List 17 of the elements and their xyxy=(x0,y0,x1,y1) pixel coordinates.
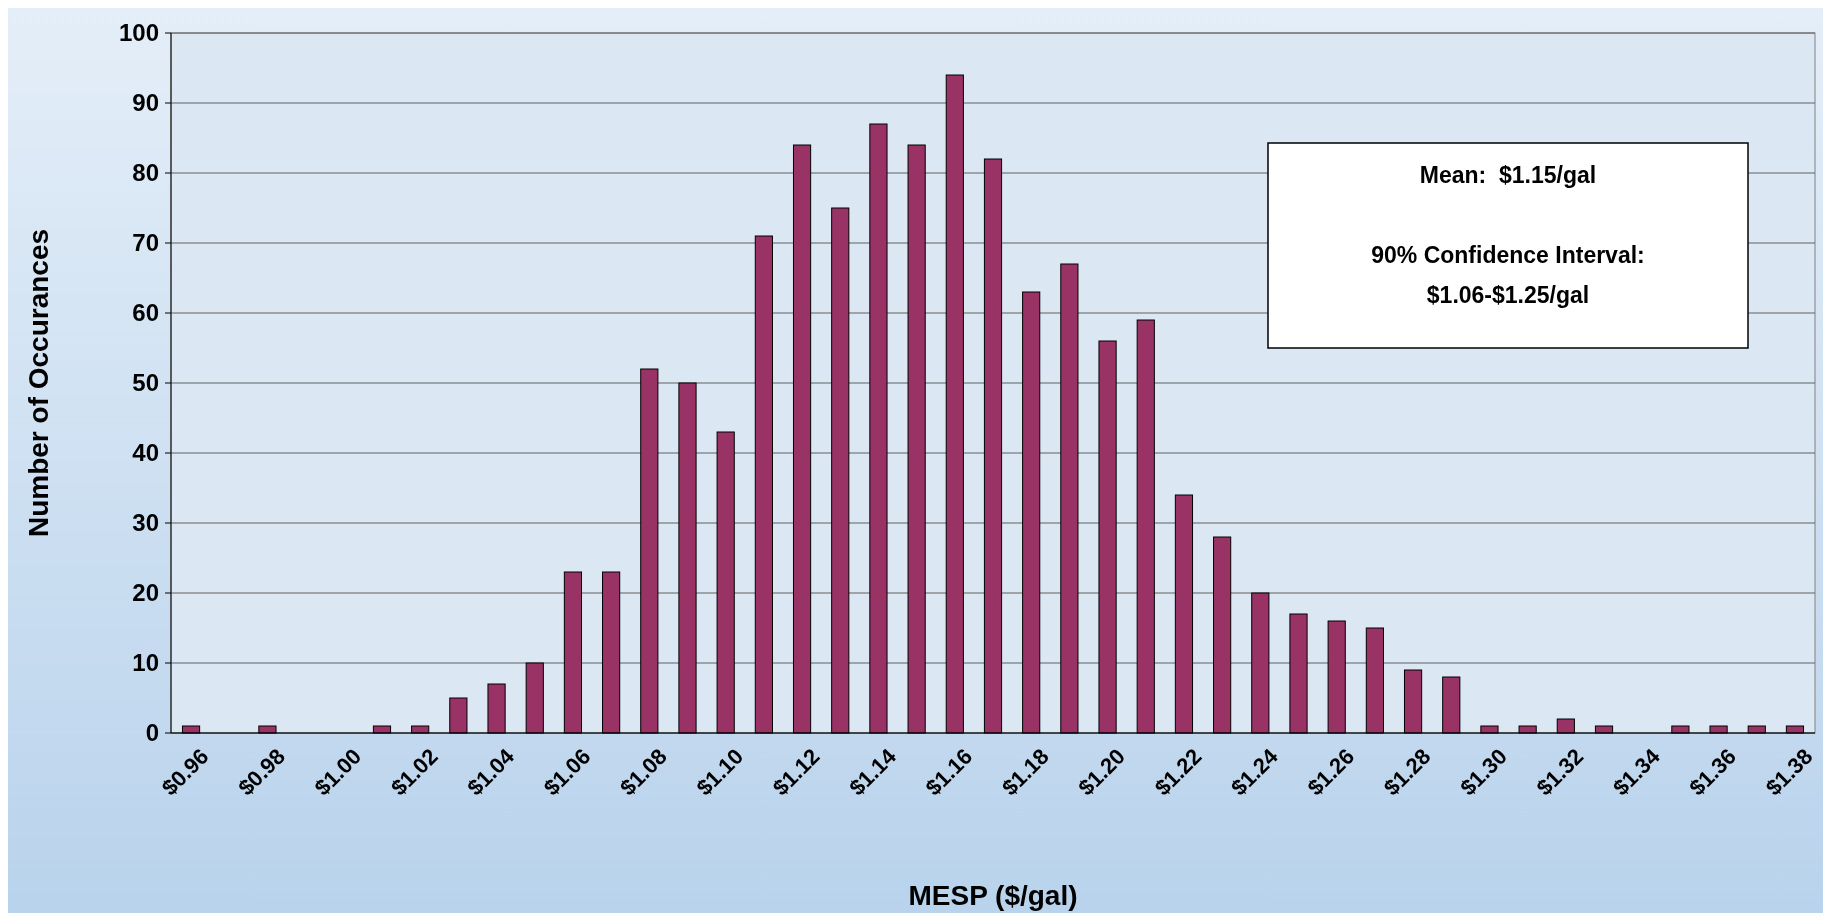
y-axis-title: Number of Occurances xyxy=(23,228,54,538)
y-tick-label: 80 xyxy=(132,159,159,187)
y-tick-label: 60 xyxy=(132,299,159,327)
y-tick-label: 0 xyxy=(145,719,159,747)
y-tick-label: 90 xyxy=(132,89,159,117)
annotation: Mean: $1.15/gal xyxy=(1419,162,1597,188)
x-axis-title: MESP ($/gal) xyxy=(908,880,1078,911)
y-tick-label: 50 xyxy=(132,369,159,397)
y-tick-label: 10 xyxy=(132,649,159,677)
y-tick-label: 70 xyxy=(132,229,159,257)
annotation: 90% Confidence Interval: xyxy=(1371,242,1645,268)
annotation: $1.06-$1.25/gal xyxy=(1426,282,1590,308)
note-box: Mean: $1.15/gal 90% Confidence Interval: $1.06-$1.25/gal xyxy=(1267,142,1749,349)
y-tick-label: 100 xyxy=(118,19,159,47)
y-tick-label: 40 xyxy=(132,439,159,467)
y-tick-label: 30 xyxy=(132,509,159,537)
y-tick-label: 20 xyxy=(132,579,159,607)
